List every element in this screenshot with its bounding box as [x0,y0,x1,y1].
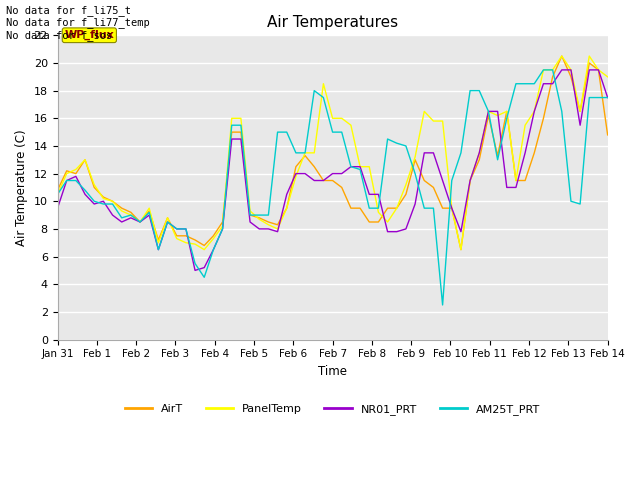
Text: No data for f_li75_t
No data for f_li77_temp
No data for f_sos: No data for f_li75_t No data for f_li77_… [6,5,150,41]
X-axis label: Time: Time [318,365,347,378]
Text: WP_flux: WP_flux [65,30,114,40]
Legend: AirT, PanelTemp, NR01_PRT, AM25T_PRT: AirT, PanelTemp, NR01_PRT, AM25T_PRT [120,400,545,420]
Y-axis label: Air Temperature (C): Air Temperature (C) [15,129,28,246]
Title: Air Temperatures: Air Temperatures [267,15,398,30]
